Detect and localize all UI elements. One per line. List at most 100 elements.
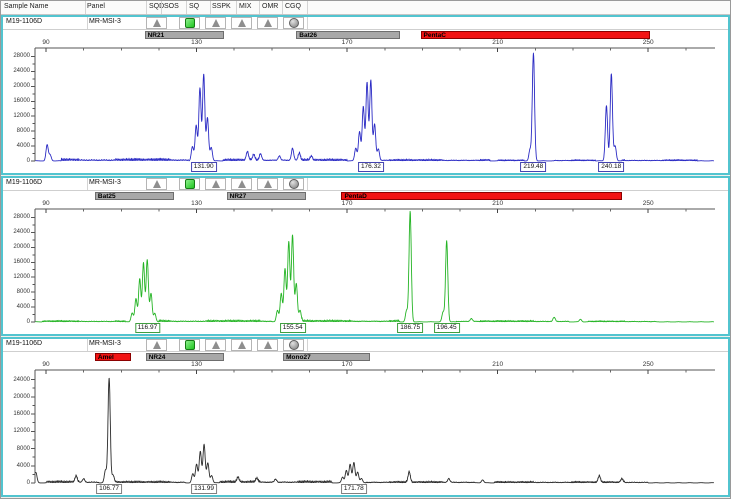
x-axis-tick-label: 90 <box>42 39 50 46</box>
peak-size-label[interactable]: 155.54 <box>279 323 306 333</box>
column-header[interactable]: OMR <box>262 3 279 10</box>
quality-flag-cell <box>205 339 226 351</box>
quality-flag-cell <box>231 178 252 190</box>
peak-size-label[interactable]: 116.97 <box>134 323 161 333</box>
sq-pass-icon <box>184 18 195 28</box>
quality-flag-cell <box>231 339 252 351</box>
sample-row[interactable]: M19-1106D MR-MSI-3 <box>3 339 728 352</box>
column-divider <box>87 339 88 351</box>
quality-flag-cell <box>231 17 252 29</box>
column-divider <box>186 1 187 14</box>
x-axis-tick-label: 210 <box>492 361 504 368</box>
quality-flag-cell <box>257 339 278 351</box>
column-header[interactable]: Sample Name <box>4 3 49 10</box>
marker-range-bar[interactable]: Bat25 <box>94 192 174 200</box>
x-axis-tick-label: 130 <box>191 39 202 46</box>
peak-size-label[interactable]: 171.78 <box>340 484 367 494</box>
panel-name-cell[interactable]: MR-MSI-3 <box>89 340 121 347</box>
electropherogram-plot[interactable]: Bat25 NR27 PentaD 90 130 170 210 250 28000 24000 2… <box>3 191 728 334</box>
quality-flag-cell <box>283 339 304 351</box>
plot-canvas <box>31 47 715 162</box>
trace-path <box>35 52 715 162</box>
marker-range-bar[interactable]: PentaC <box>420 31 651 39</box>
y-axis-tick-label: 20000 <box>13 83 30 90</box>
quality-flag-cell <box>179 339 200 351</box>
x-axis-tick-label: 250 <box>642 361 654 368</box>
trace-path <box>35 377 715 484</box>
x-axis-tick-label: 170 <box>341 39 353 46</box>
column-divider <box>87 178 88 190</box>
sample-row[interactable]: M19-1106D MR-MSI-3 <box>3 178 728 191</box>
marker-range-bar[interactable]: Mono27 <box>283 353 370 361</box>
panel-name-cell[interactable]: MR-MSI-3 <box>89 18 121 25</box>
column-divider <box>307 1 308 14</box>
x-axis-tick-label: 130 <box>191 361 202 368</box>
panel-name-cell[interactable]: MR-MSI-3 <box>89 179 121 186</box>
quality-flag-cell <box>257 17 278 29</box>
electropherogram-plot[interactable]: Amel NR24 Mono27 90 130 170 210 250 24000 20000 16… <box>3 352 728 495</box>
column-divider <box>307 339 308 351</box>
column-header[interactable]: SQ <box>189 3 200 10</box>
warning-triangle-icon <box>263 19 272 27</box>
sample-name-cell[interactable]: M19-1106D <box>6 340 43 347</box>
marker-range-bar[interactable]: NR21 <box>144 31 224 39</box>
peak-size-label[interactable]: 131.90 <box>190 162 217 172</box>
peak-size-label[interactable]: 131.99 <box>191 484 217 494</box>
x-axis-tick-label: 130 <box>191 200 202 207</box>
quality-flag-cell <box>283 178 304 190</box>
peak-size-label[interactable]: 176.32 <box>357 162 384 172</box>
quality-flag-cell <box>257 178 278 190</box>
column-header[interactable]: SOS <box>164 3 179 10</box>
y-axis-tick-label: 0 <box>26 480 30 486</box>
warning-triangle-icon <box>152 341 161 349</box>
y-axis-tick-label: 8000 <box>16 445 30 452</box>
column-header[interactable]: CGQ <box>285 3 301 10</box>
quality-flag-cell <box>179 178 200 190</box>
column-header[interactable]: SQD <box>149 3 165 10</box>
y-axis-tick-label: 24000 <box>13 229 30 236</box>
peak-size-label[interactable]: 196.45 <box>433 323 460 333</box>
electropherogram-plot[interactable]: NR21 Bat26 PentaC 90 130 170 210 250 28000 24000 2… <box>3 30 728 173</box>
marker-range-bar[interactable]: NR24 <box>145 353 224 361</box>
quality-flag-cell <box>205 178 226 190</box>
sq-pass-icon <box>184 340 195 350</box>
y-axis-tick-label: 0 <box>26 319 30 325</box>
y-axis-tick-label: 16000 <box>13 411 30 418</box>
sample-name-cell[interactable]: M19-1106D <box>6 179 43 186</box>
column-header[interactable]: MIX <box>239 3 252 10</box>
column-header[interactable]: SSPK <box>212 3 231 10</box>
column-divider <box>210 1 211 14</box>
quality-flag-cell <box>179 17 200 29</box>
warning-triangle-icon <box>237 19 246 27</box>
warning-triangle-icon <box>237 180 246 188</box>
column-divider <box>85 1 86 14</box>
sq-pass-icon <box>184 179 195 189</box>
y-axis-tick-label: 8000 <box>16 289 30 296</box>
x-axis-tick-label: 90 <box>42 361 50 368</box>
sample-name-cell[interactable]: M19-1106D <box>6 18 43 25</box>
warning-triangle-icon <box>211 19 220 27</box>
y-axis-tick-label: 12000 <box>13 428 30 435</box>
peak-size-label[interactable]: 186.75 <box>397 323 424 333</box>
column-divider <box>259 1 260 14</box>
peak-size-label[interactable]: 219.48 <box>520 162 547 172</box>
sample-panel-3: M19-1106D MR-MSI-3 Amel NR24 Mono27 90 130 17… <box>1 337 730 497</box>
x-axis-tick-label: 250 <box>642 200 654 207</box>
peak-size-label[interactable]: 106.77 <box>96 484 123 494</box>
warning-triangle-icon <box>237 341 246 349</box>
y-axis-tick-label: 24000 <box>13 376 30 383</box>
sample-row[interactable]: M19-1106D MR-MSI-3 <box>3 17 728 30</box>
marker-range-bar[interactable]: Amel <box>94 353 131 361</box>
y-axis-tick-label: 12000 <box>13 274 30 281</box>
y-axis-tick-label: 28000 <box>13 53 30 60</box>
warning-triangle-icon <box>263 341 272 349</box>
sample-panel-2: M19-1106D MR-MSI-3 Bat25 NR27 PentaD 90 130 1… <box>1 176 730 336</box>
marker-range-bar[interactable]: NR27 <box>226 192 306 200</box>
peak-size-label[interactable]: 240.18 <box>598 162 625 172</box>
column-divider <box>87 17 88 29</box>
column-header[interactable]: Panel <box>87 3 105 10</box>
marker-range-bar[interactable]: Bat26 <box>296 31 400 39</box>
cgq-circle-icon <box>288 18 299 28</box>
marker-range-bar[interactable]: PentaD <box>341 192 622 200</box>
